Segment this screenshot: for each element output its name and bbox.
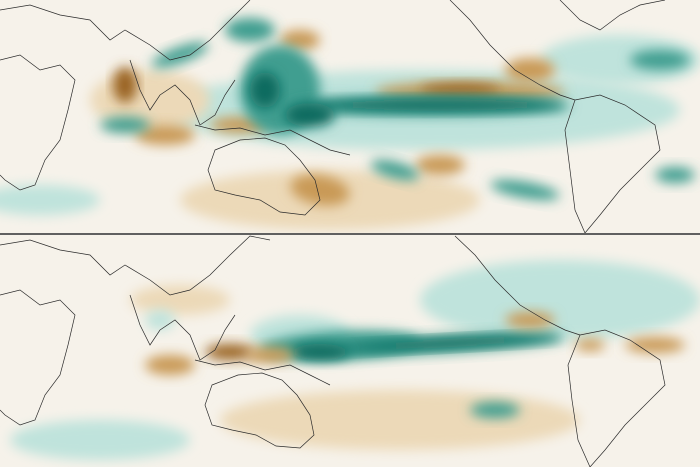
anomaly-blob bbox=[575, 339, 605, 351]
anomaly-blob bbox=[130, 285, 230, 315]
anomaly-blob bbox=[540, 35, 700, 85]
coastline bbox=[449, 0, 576, 101]
anomaly-blob bbox=[151, 42, 209, 68]
coastline bbox=[559, 0, 666, 31]
anomaly-blob bbox=[250, 72, 280, 108]
coastline bbox=[204, 372, 315, 449]
anomaly-blob bbox=[505, 312, 555, 328]
anomaly-blob bbox=[113, 67, 137, 103]
anomaly-field bbox=[0, 18, 700, 230]
coastline bbox=[0, 235, 271, 296]
coastlines bbox=[0, 235, 666, 467]
coastline bbox=[194, 359, 331, 386]
anomaly-blob bbox=[280, 30, 320, 50]
anomaly-blob bbox=[470, 402, 520, 418]
anomaly-blob bbox=[420, 84, 500, 96]
anomaly-blob bbox=[490, 180, 560, 200]
coastline bbox=[0, 0, 251, 61]
anomaly-blob bbox=[625, 337, 685, 353]
anomaly-blob bbox=[370, 159, 420, 181]
coastline bbox=[567, 329, 666, 467]
coastline bbox=[454, 235, 581, 336]
coastline bbox=[0, 289, 76, 426]
anomaly-blob bbox=[290, 344, 350, 360]
anomaly-blob bbox=[220, 390, 580, 450]
anomaly-blob bbox=[415, 155, 465, 175]
anomaly-blob bbox=[0, 185, 100, 215]
anomaly-blob bbox=[100, 117, 150, 133]
coastline bbox=[129, 59, 236, 126]
anomaly-blob bbox=[245, 347, 295, 363]
anomaly-blob bbox=[315, 99, 565, 111]
anomaly-blob bbox=[285, 103, 335, 127]
anomaly-blob bbox=[290, 174, 350, 206]
coastline bbox=[194, 124, 351, 156]
coastline bbox=[0, 54, 76, 191]
anomaly-blob bbox=[340, 335, 560, 351]
anomaly-blob bbox=[10, 420, 190, 460]
anomaly-blob bbox=[420, 260, 700, 340]
coastlines bbox=[0, 0, 666, 233]
anomaly-blob bbox=[135, 125, 195, 145]
coastline bbox=[129, 294, 236, 361]
coastline bbox=[207, 137, 321, 216]
coastline bbox=[564, 94, 661, 233]
anomaly-blob bbox=[630, 50, 690, 70]
anomaly-blob bbox=[655, 167, 695, 183]
anomaly-blob bbox=[505, 58, 555, 82]
anomaly-blob bbox=[225, 18, 275, 42]
anomaly-field bbox=[10, 260, 700, 460]
anomaly-blob bbox=[145, 310, 175, 330]
anomaly-blob bbox=[205, 344, 255, 360]
anomaly-blob bbox=[145, 355, 195, 375]
